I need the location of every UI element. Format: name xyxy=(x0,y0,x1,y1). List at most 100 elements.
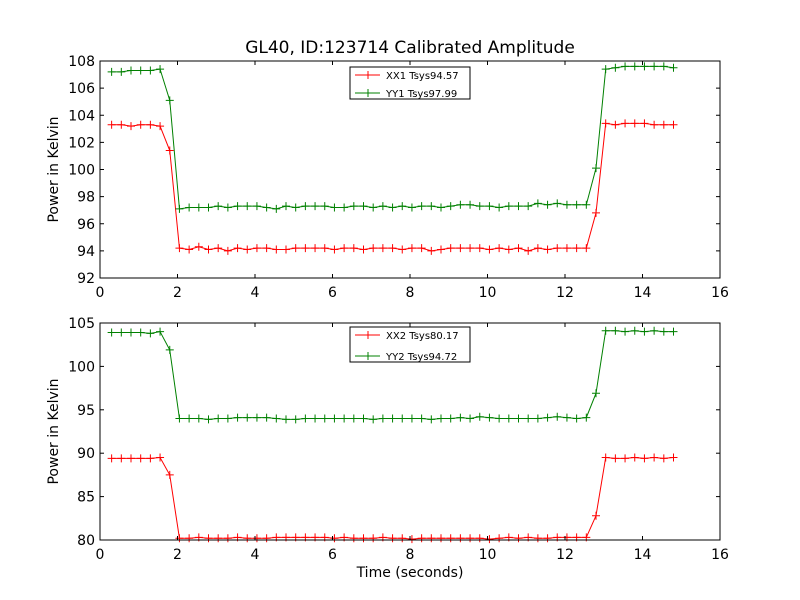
data-point xyxy=(146,66,155,75)
x-tick-label: 6 xyxy=(328,285,337,301)
data-point xyxy=(223,414,232,423)
x-tick-label: 0 xyxy=(96,285,105,301)
data-point xyxy=(301,244,310,253)
data-point xyxy=(185,414,194,423)
data-point xyxy=(533,414,542,423)
data-point xyxy=(437,245,445,254)
data-point xyxy=(359,414,368,423)
legend-label: YY2 Tsys94.72 xyxy=(385,352,457,363)
data-point xyxy=(398,414,407,423)
data-point xyxy=(495,244,504,253)
legend-marker xyxy=(364,352,372,360)
data-point xyxy=(621,454,630,463)
data-point xyxy=(291,415,300,424)
data-point xyxy=(592,511,600,520)
data-point xyxy=(185,245,194,254)
data-point xyxy=(640,454,649,463)
data-point xyxy=(456,413,465,422)
data-point xyxy=(504,202,513,211)
series-1 xyxy=(107,119,678,255)
data-point xyxy=(349,244,358,253)
data-point xyxy=(659,327,668,336)
data-point xyxy=(204,203,213,212)
legend-marker xyxy=(364,331,372,339)
data-point xyxy=(504,245,513,254)
data-point xyxy=(475,202,484,211)
data-point xyxy=(437,534,445,543)
data-point xyxy=(369,415,378,424)
data-point xyxy=(330,203,339,212)
data-point xyxy=(146,454,155,463)
data-point xyxy=(533,244,542,253)
data-point xyxy=(543,200,552,209)
data-point xyxy=(640,62,649,71)
data-point xyxy=(156,327,165,336)
data-point xyxy=(156,122,165,131)
data-point xyxy=(262,534,271,543)
data-point xyxy=(456,200,465,209)
figure-title: GL40, ID:123714 Calibrated Amplitude xyxy=(245,38,575,58)
data-point xyxy=(301,414,310,423)
data-point xyxy=(592,389,600,398)
data-point xyxy=(272,245,281,254)
data-point xyxy=(272,204,281,213)
data-point xyxy=(466,200,475,209)
data-point xyxy=(553,412,562,421)
data-point xyxy=(291,203,300,212)
data-point xyxy=(427,534,436,543)
data-point xyxy=(156,453,165,462)
data-point xyxy=(582,200,591,209)
data-point xyxy=(127,122,135,131)
legend-label: XX2 Tsys80.17 xyxy=(386,331,459,342)
y-tick-label: 85 xyxy=(77,490,95,506)
y-tick-label: 100 xyxy=(68,359,95,375)
data-point xyxy=(359,245,368,254)
y-tick-label: 92 xyxy=(77,271,95,287)
chart-1: 0 2 4 6 8 10 12 14 16 92 94 96 98 100 102 104 106 108 Powe… xyxy=(46,54,729,301)
data-point xyxy=(640,327,649,336)
x-tick-label: 12 xyxy=(556,547,574,563)
y-tick-label: 106 xyxy=(68,81,95,97)
data-point xyxy=(611,120,620,129)
data-point xyxy=(107,120,116,129)
data-point xyxy=(340,203,349,212)
data-point xyxy=(514,202,523,211)
data-point xyxy=(485,245,494,254)
y-tick-label: 94 xyxy=(77,244,95,260)
x-tick-label: 0 xyxy=(96,547,105,563)
data-point xyxy=(543,534,552,543)
y-axis-label: Power in Kelvin xyxy=(46,378,62,484)
data-point xyxy=(320,414,329,423)
data-point xyxy=(495,203,504,212)
data-point xyxy=(437,203,445,212)
data-point xyxy=(456,244,465,253)
data-point xyxy=(582,244,591,253)
data-point xyxy=(475,534,484,543)
data-point xyxy=(311,244,320,253)
data-point xyxy=(262,413,271,422)
data-point xyxy=(407,244,416,253)
data-point xyxy=(407,535,416,544)
data-point xyxy=(485,202,494,211)
series-2 xyxy=(107,326,678,424)
data-point xyxy=(330,534,339,543)
data-point xyxy=(252,202,261,211)
data-point xyxy=(117,328,126,337)
data-point xyxy=(485,413,494,422)
data-point xyxy=(378,414,387,423)
data-point xyxy=(156,65,165,74)
data-point xyxy=(136,120,145,129)
data-point xyxy=(611,63,620,72)
data-point xyxy=(243,413,252,422)
data-point xyxy=(592,164,600,173)
data-point xyxy=(592,208,600,217)
data-point xyxy=(233,244,242,253)
data-point xyxy=(553,199,562,208)
y-tick-label: 100 xyxy=(68,163,95,179)
data-point xyxy=(417,202,426,211)
y-axis-label: Power in Kelvin xyxy=(46,116,62,222)
data-point xyxy=(495,414,504,423)
data-point xyxy=(194,203,203,212)
